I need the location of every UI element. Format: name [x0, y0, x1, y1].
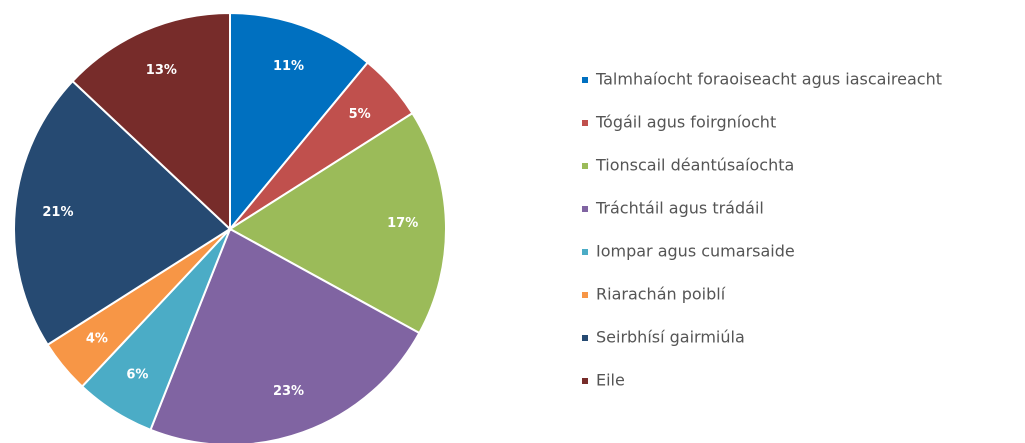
legend-label: Tionscail déantúsaíochta: [595, 156, 794, 175]
data-label: 4%: [86, 332, 108, 347]
legend-label: Talmhaíocht foraoiseacht agus iascaireac…: [595, 70, 942, 89]
pie-slice: [149, 227, 421, 443]
legend-marker: [582, 206, 588, 212]
data-label: 13%: [146, 63, 177, 78]
legend-marker: [582, 292, 588, 298]
data-label: 11%: [273, 59, 304, 74]
data-label: 5%: [349, 107, 371, 122]
legend-label: Tógáil agus foirgníocht: [595, 113, 776, 132]
legend-label: Eile: [596, 371, 625, 390]
pie-slice: [13, 79, 232, 347]
legend-marker: [582, 249, 588, 255]
legend-label: Seirbhísí gairmiúla: [596, 328, 745, 347]
legend-marker: [582, 120, 588, 126]
data-label: 17%: [387, 216, 418, 231]
data-label: 6%: [126, 367, 148, 382]
legend-label: Iompar agus cumarsaide: [596, 242, 795, 261]
pie-slice: [229, 11, 370, 232]
pie-slice: [71, 11, 231, 232]
legend-marker: [582, 335, 588, 341]
legend-marker: [582, 77, 588, 83]
data-label: 23%: [273, 384, 304, 399]
data-label: 21%: [42, 205, 73, 220]
legend-label: Riarachán poiblí: [596, 285, 726, 304]
legend-marker: [582, 163, 588, 169]
pie-slice: [228, 111, 447, 335]
legend-marker: [582, 378, 588, 384]
legend-label: Tráchtáil agus trádáil: [595, 199, 764, 218]
